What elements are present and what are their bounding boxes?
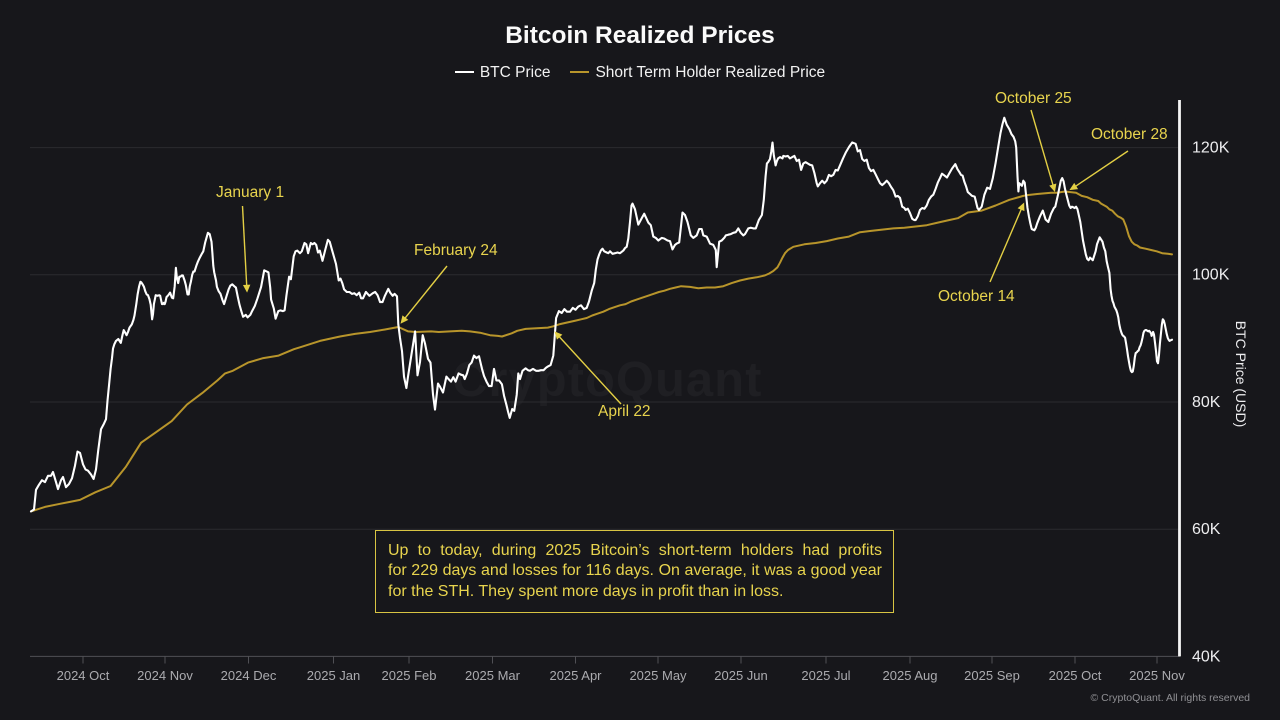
svg-text:January 1: January 1 <box>216 184 284 201</box>
svg-text:100K: 100K <box>1192 267 1230 284</box>
svg-text:2025 Mar: 2025 Mar <box>465 668 521 683</box>
svg-text:2024 Dec: 2024 Dec <box>221 668 277 683</box>
svg-text:October 14: October 14 <box>938 288 1015 305</box>
svg-text:40K: 40K <box>1192 648 1221 665</box>
svg-text:60K: 60K <box>1192 521 1221 538</box>
svg-text:80K: 80K <box>1192 394 1221 411</box>
svg-text:April 22: April 22 <box>598 403 651 420</box>
svg-text:2024 Nov: 2024 Nov <box>137 668 193 683</box>
svg-text:2025 Aug: 2025 Aug <box>883 668 938 683</box>
svg-text:2025 Jan: 2025 Jan <box>307 668 361 683</box>
svg-text:2025 Feb: 2025 Feb <box>382 668 437 683</box>
svg-text:2025 Sep: 2025 Sep <box>964 668 1020 683</box>
svg-text:2025 Apr: 2025 Apr <box>549 668 602 683</box>
svg-text:120K: 120K <box>1192 140 1230 157</box>
svg-text:October 28: October 28 <box>1091 126 1168 143</box>
svg-text:2025 Jun: 2025 Jun <box>714 668 768 683</box>
svg-text:BTC Price (USD): BTC Price (USD) <box>1233 321 1249 428</box>
svg-text:February 24: February 24 <box>414 242 498 259</box>
svg-text:2025 Jul: 2025 Jul <box>801 668 850 683</box>
svg-text:2025 Nov: 2025 Nov <box>1129 668 1185 683</box>
svg-text:October 25: October 25 <box>995 90 1072 107</box>
svg-text:2025 Oct: 2025 Oct <box>1049 668 1102 683</box>
svg-text:2025 May: 2025 May <box>629 668 687 683</box>
svg-text:2024 Oct: 2024 Oct <box>57 668 110 683</box>
